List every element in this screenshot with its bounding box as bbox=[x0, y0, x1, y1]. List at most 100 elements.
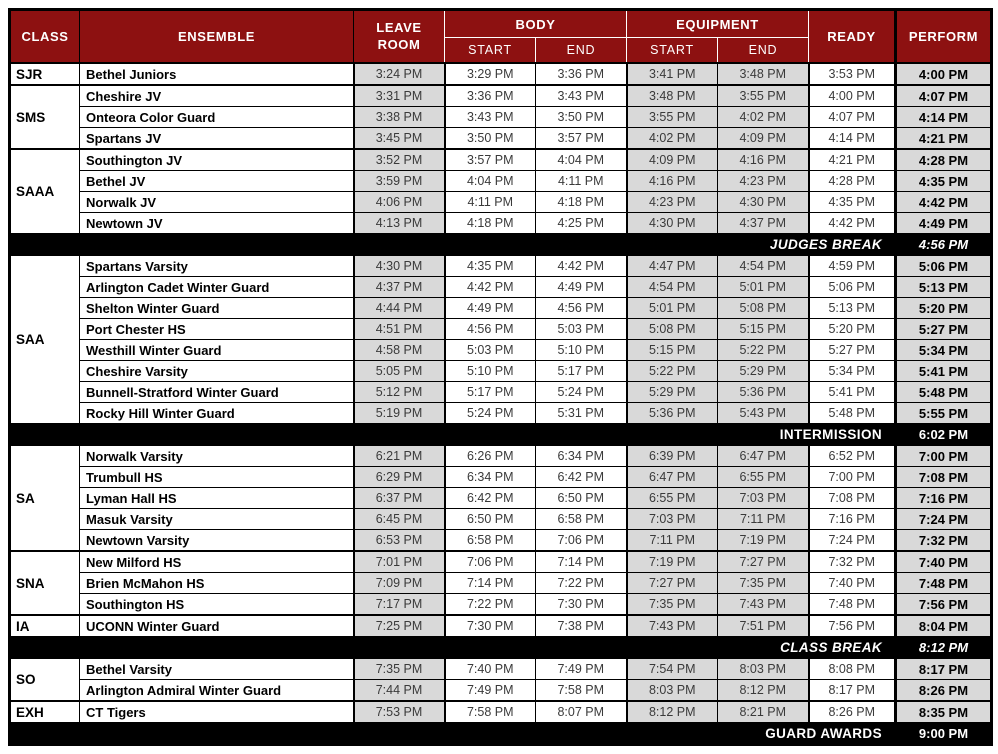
body-end-cell: 4:18 PM bbox=[535, 191, 627, 213]
ready-cell: 5:34 PM bbox=[807, 360, 896, 382]
schedule-row: Arlington Cadet Winter Guard 4:37 PM 4:42 … bbox=[10, 276, 992, 298]
class-cell: SNA bbox=[9, 550, 80, 616]
schedule-body: SJR Bethel Juniors 3:24 PM 3:29 PM 3:36 PM 3:… bbox=[9, 62, 992, 745]
body-start-cell: 7:40 PM bbox=[443, 657, 536, 680]
leave-room-cell: 3:45 PM bbox=[352, 127, 445, 150]
leave-room-cell: 5:12 PM bbox=[352, 381, 445, 403]
perform-cell: 8:26 PM bbox=[894, 679, 992, 702]
ensemble-cell: New Milford HS bbox=[79, 550, 354, 573]
ensemble-cell: UCONN Winter Guard bbox=[79, 614, 354, 637]
class-cell: SAA bbox=[9, 254, 80, 424]
schedule-row: SA Norwalk Varsity 6:21 PM 6:26 PM 6:34 PM 6:… bbox=[9, 444, 992, 552]
body-start-cell: 4:04 PM bbox=[443, 170, 536, 192]
equip-end-cell: 7:27 PM bbox=[717, 550, 809, 573]
perform-cell: 4:14 PM bbox=[894, 106, 992, 128]
body-start-cell: 4:49 PM bbox=[443, 297, 536, 319]
body-end-cell: 5:10 PM bbox=[535, 339, 627, 361]
equip-start-cell: 7:43 PM bbox=[625, 614, 718, 637]
equip-end-cell: 4:16 PM bbox=[717, 148, 809, 171]
perform-cell: 7:08 PM bbox=[894, 466, 992, 488]
body-start-cell: 6:58 PM bbox=[443, 529, 536, 552]
schedule-row: Newtown JV 4:13 PM 4:18 PM 4:25 PM 4:30 PM 4:… bbox=[10, 212, 992, 234]
schedule-row: SO Bethel Varsity 7:35 PM 7:40 PM 7:49 PM 7:5… bbox=[9, 657, 992, 702]
body-end-cell: 6:34 PM bbox=[535, 444, 627, 467]
leave-room-cell: 4:44 PM bbox=[352, 297, 445, 319]
leave-room-cell: 3:59 PM bbox=[352, 170, 445, 192]
equip-start-cell: 7:03 PM bbox=[625, 508, 718, 530]
leave-room-cell: 7:44 PM bbox=[352, 679, 445, 702]
ready-cell: 7:56 PM bbox=[807, 614, 896, 637]
perform-cell: 5:55 PM bbox=[894, 402, 992, 424]
ready-cell: 5:41 PM bbox=[807, 381, 896, 403]
equip-end-cell: 4:09 PM bbox=[717, 127, 809, 150]
body-start-cell: 7:06 PM bbox=[443, 550, 536, 573]
leave-room-cell: 7:01 PM bbox=[352, 550, 445, 573]
break-row: JUDGES BREAK 4:56 PM bbox=[9, 233, 992, 256]
equip-start-cell: 4:23 PM bbox=[625, 191, 718, 213]
equip-end-cell: 7:35 PM bbox=[717, 572, 809, 594]
ensemble-cell: Westhill Winter Guard bbox=[79, 339, 354, 361]
equip-start-cell: 5:01 PM bbox=[625, 297, 718, 319]
ensemble-cell: Brien McMahon HS bbox=[79, 572, 354, 594]
perform-cell: 4:49 PM bbox=[894, 212, 992, 234]
body-start-cell: 6:42 PM bbox=[443, 487, 536, 509]
ensemble-cell: Norwalk JV bbox=[79, 191, 354, 213]
ensemble-cell: Southington HS bbox=[79, 593, 354, 616]
ensemble-cell: Cheshire Varsity bbox=[79, 360, 354, 382]
leave-room-cell: 7:17 PM bbox=[352, 593, 445, 616]
body-end-cell: 7:22 PM bbox=[535, 572, 627, 594]
equip-end-cell: 8:03 PM bbox=[717, 657, 809, 680]
schedule-row: Cheshire Varsity 5:05 PM 5:10 PM 5:17 PM 5:2… bbox=[10, 360, 992, 382]
body-end-cell: 7:49 PM bbox=[535, 657, 627, 680]
ensemble-cell: Spartans Varsity bbox=[79, 254, 354, 277]
equip-start-cell: 4:30 PM bbox=[625, 212, 718, 234]
class-cell: SMS bbox=[9, 84, 80, 150]
ready-cell: 4:42 PM bbox=[807, 212, 896, 234]
leave-room-cell: 4:06 PM bbox=[352, 191, 445, 213]
perform-cell: 7:48 PM bbox=[894, 572, 992, 594]
break-time: 6:02 PM bbox=[894, 423, 992, 446]
ensemble-cell: Cheshire JV bbox=[79, 84, 354, 107]
equip-start-cell: 6:55 PM bbox=[625, 487, 718, 509]
schedule-row: Norwalk JV 4:06 PM 4:11 PM 4:18 PM 4:23 PM 4:… bbox=[10, 191, 992, 213]
equip-end-cell: 7:11 PM bbox=[717, 508, 809, 530]
perform-cell: 4:35 PM bbox=[894, 170, 992, 192]
schedule-table: CLASS ENSEMBLE LEAVE ROOM BODY EQUIPMENT… bbox=[8, 8, 993, 746]
body-end-cell: 7:38 PM bbox=[535, 614, 627, 637]
break-time: 9:00 PM bbox=[894, 722, 992, 745]
equip-start-cell: 7:19 PM bbox=[625, 550, 718, 573]
ready-cell: 5:06 PM bbox=[807, 276, 896, 298]
ready-cell: 5:20 PM bbox=[807, 318, 896, 340]
body-end-cell: 7:58 PM bbox=[535, 679, 627, 702]
leave-room-cell: 7:53 PM bbox=[352, 700, 445, 723]
body-end-cell: 4:25 PM bbox=[535, 212, 627, 234]
ready-cell: 4:14 PM bbox=[807, 127, 896, 150]
leave-room-cell: 3:31 PM bbox=[352, 84, 445, 107]
col-header-ensemble: ENSEMBLE bbox=[79, 9, 354, 64]
equip-start-cell: 5:22 PM bbox=[625, 360, 718, 382]
leave-room-cell: 3:38 PM bbox=[352, 106, 445, 128]
perform-cell: 4:28 PM bbox=[894, 148, 992, 171]
ensemble-cell: Newtown Varsity bbox=[79, 529, 354, 552]
col-header-ready: READY bbox=[808, 9, 896, 64]
perform-cell: 7:56 PM bbox=[894, 593, 992, 616]
perform-cell: 7:24 PM bbox=[894, 508, 992, 530]
body-end-cell: 7:06 PM bbox=[535, 529, 627, 552]
equip-start-cell: 7:35 PM bbox=[625, 593, 718, 616]
body-end-cell: 5:17 PM bbox=[535, 360, 627, 382]
equip-start-cell: 6:39 PM bbox=[625, 444, 718, 467]
body-end-cell: 3:43 PM bbox=[535, 84, 627, 107]
schedule-header: CLASS ENSEMBLE LEAVE ROOM BODY EQUIPMENT… bbox=[9, 9, 992, 64]
ready-cell: 5:13 PM bbox=[807, 297, 896, 319]
break-time: 8:12 PM bbox=[894, 636, 992, 659]
perform-cell: 5:48 PM bbox=[894, 381, 992, 403]
equip-start-cell: 4:02 PM bbox=[625, 127, 718, 150]
ready-cell: 4:59 PM bbox=[807, 254, 896, 277]
equip-end-cell: 5:15 PM bbox=[717, 318, 809, 340]
ensemble-cell: Port Chester HS bbox=[79, 318, 354, 340]
ensemble-cell: Arlington Admiral Winter Guard bbox=[79, 679, 354, 702]
body-end-cell: 4:49 PM bbox=[535, 276, 627, 298]
body-end-cell: 3:36 PM bbox=[535, 62, 627, 86]
equip-end-cell: 5:01 PM bbox=[717, 276, 809, 298]
col-header-equip-end: END bbox=[717, 37, 809, 64]
